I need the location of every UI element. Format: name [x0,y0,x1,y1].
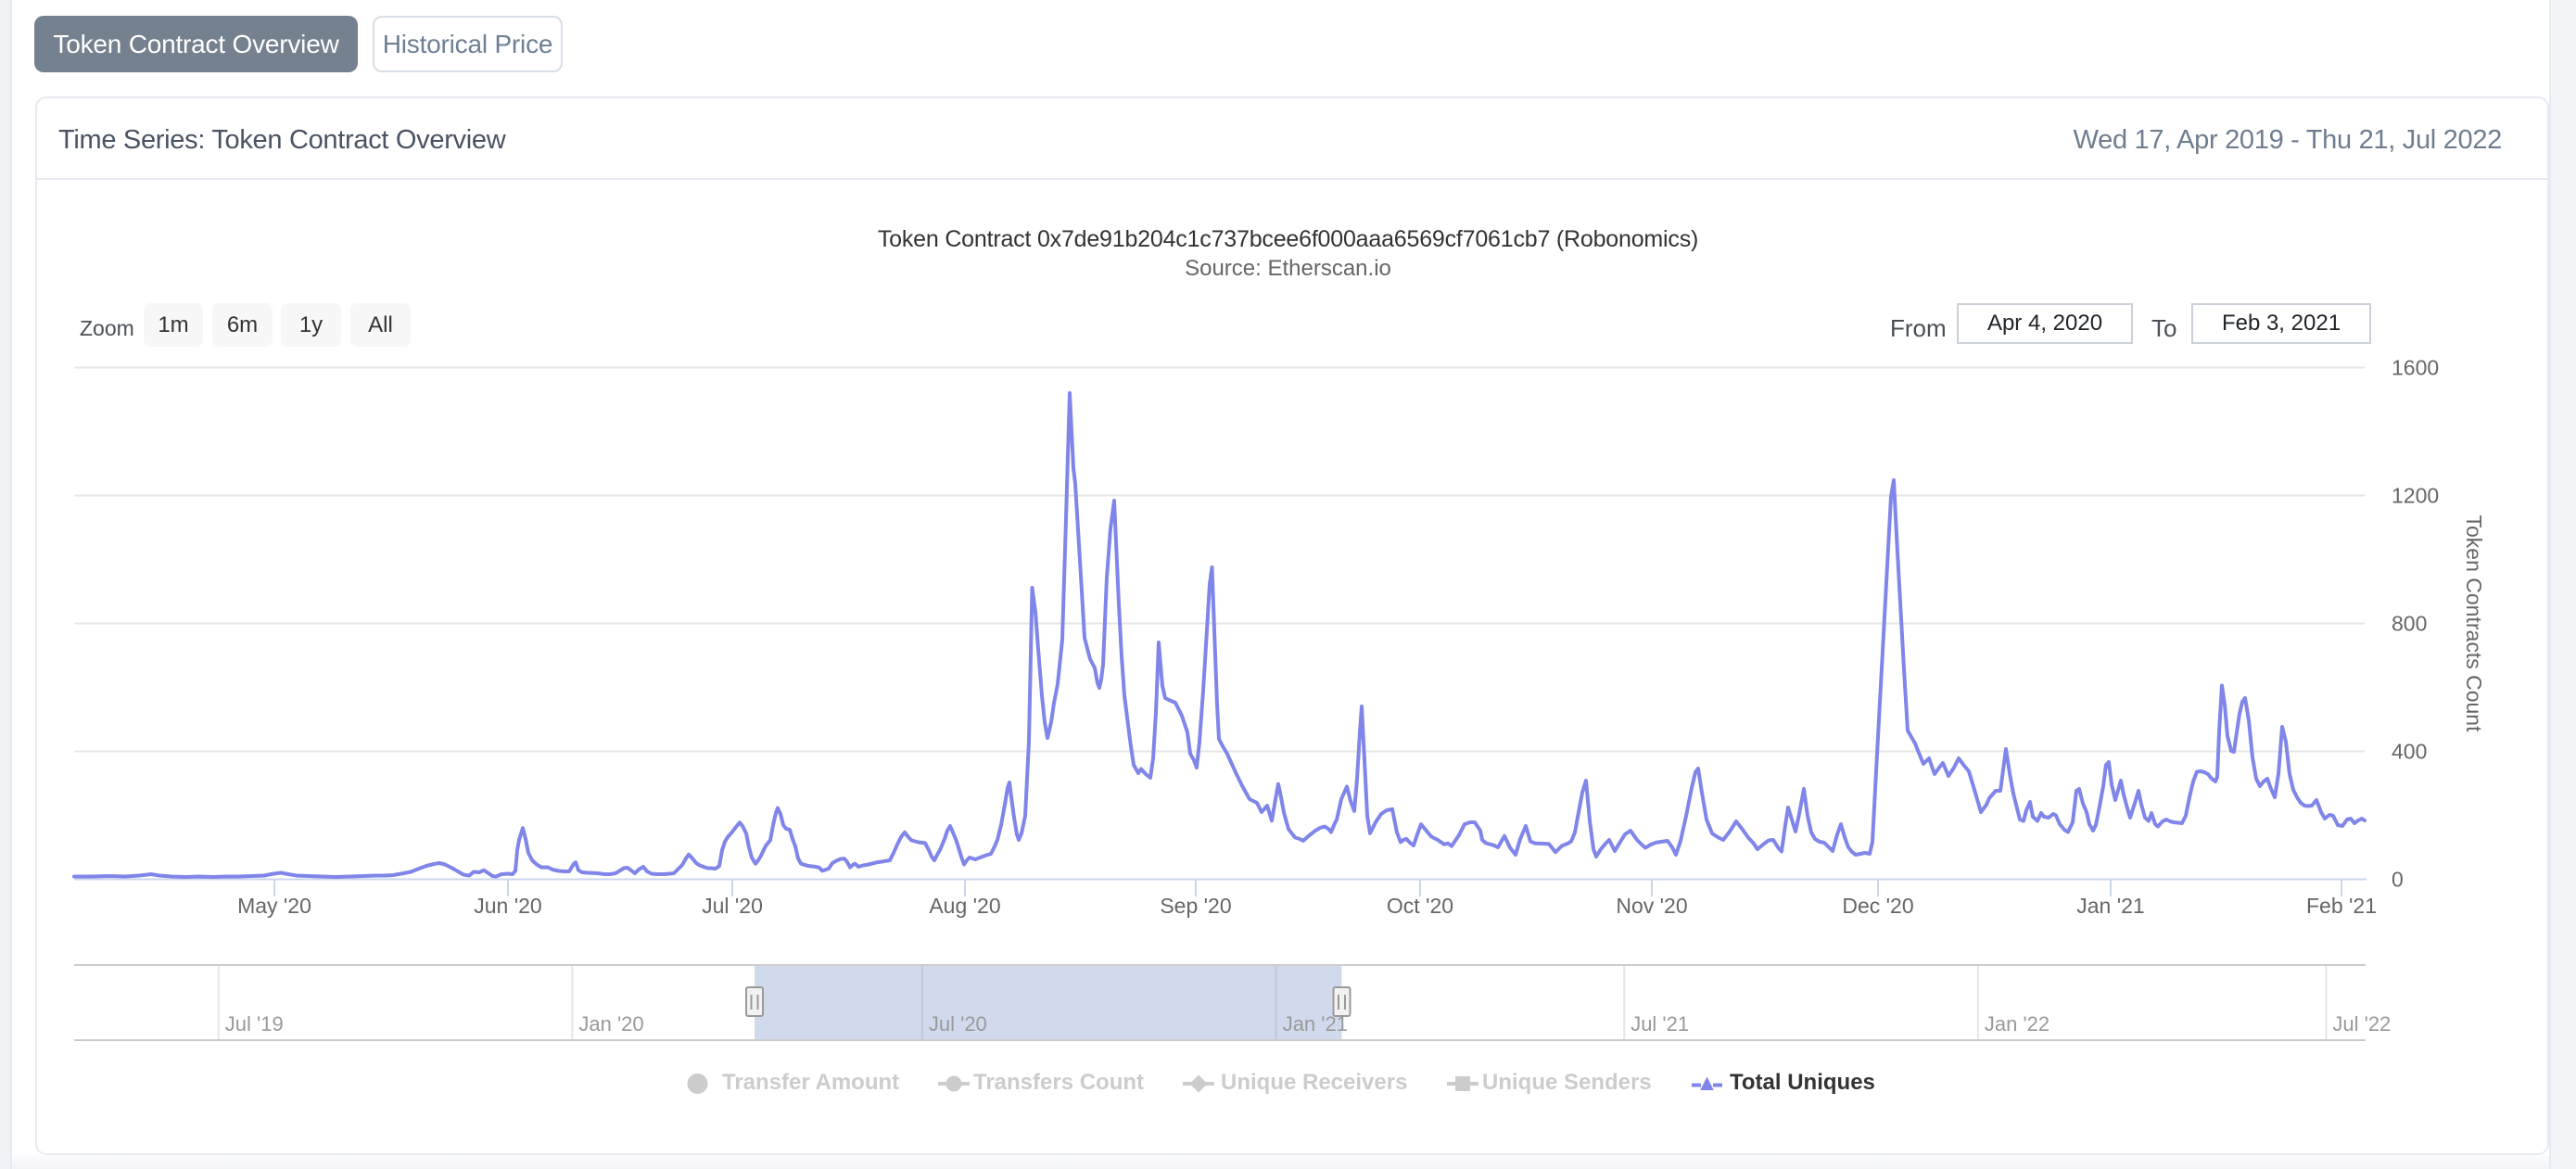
svg-text:Token Contracts Count: Token Contracts Count [2462,515,2486,733]
svg-text:Jun '20: Jun '20 [474,894,541,918]
svg-text:May '20: May '20 [237,894,311,918]
svg-text:Sep '20: Sep '20 [1160,894,1231,918]
svg-text:Aug '20: Aug '20 [929,894,1000,918]
svg-text:1200: 1200 [2392,484,2439,508]
svg-text:Jul '22: Jul '22 [2332,1012,2391,1036]
svg-text:Nov '20: Nov '20 [1616,894,1687,918]
svg-text:400: 400 [2392,740,2427,764]
svg-text:Jan '22: Jan '22 [1985,1012,2049,1036]
svg-text:0: 0 [2392,868,2404,892]
svg-text:Jan '21: Jan '21 [2076,894,2144,918]
svg-text:Jan '20: Jan '20 [578,1012,643,1036]
svg-text:Transfer Amount: Transfer Amount [722,1070,899,1095]
svg-text:Transfers Count: Transfers Count [973,1070,1144,1095]
svg-text:Dec '20: Dec '20 [1842,894,1913,918]
svg-text:1600: 1600 [2392,356,2439,380]
svg-text:Unique Senders: Unique Senders [1482,1070,1652,1095]
svg-text:Jul '20: Jul '20 [929,1012,987,1036]
svg-text:Oct '20: Oct '20 [1387,894,1453,918]
svg-text:Jul '19: Jul '19 [225,1012,284,1036]
svg-text:Feb '21: Feb '21 [2306,894,2377,918]
svg-text:800: 800 [2392,612,2427,636]
svg-text:Total Uniques: Total Uniques [1730,1070,1875,1095]
svg-text:Jul '20: Jul '20 [702,894,763,918]
svg-text:Unique Receivers: Unique Receivers [1221,1070,1407,1095]
svg-text:Jul '21: Jul '21 [1631,1012,1689,1036]
